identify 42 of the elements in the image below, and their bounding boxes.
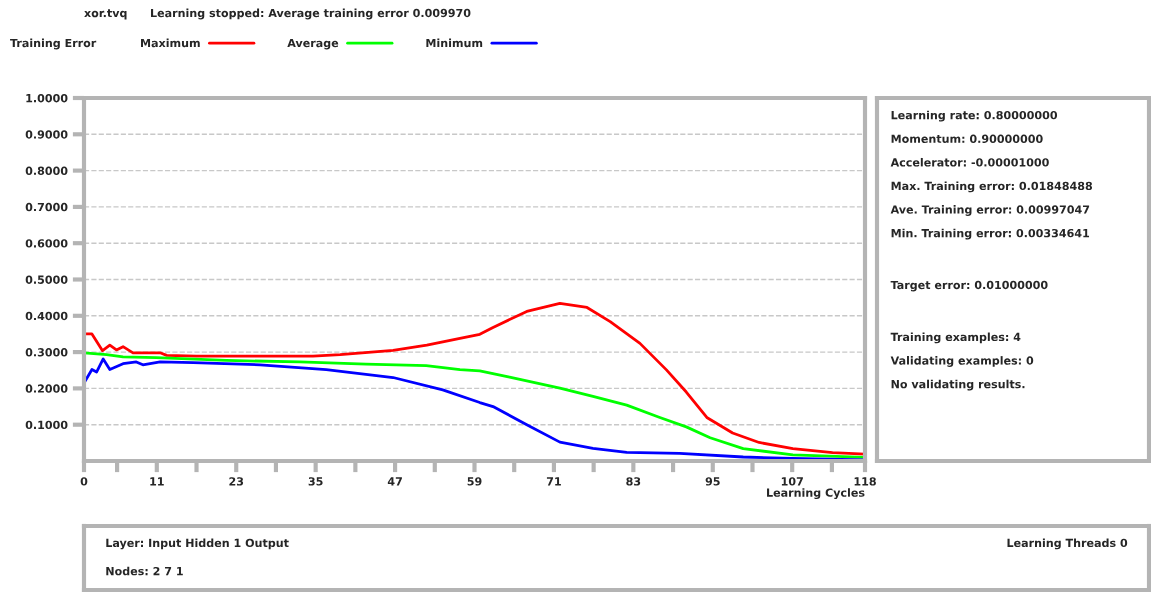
text: Learning rate: 0.80000000 bbox=[891, 110, 1058, 122]
x-tick-label: 11 bbox=[150, 477, 164, 486]
x-tick-label: 83 bbox=[626, 477, 641, 486]
legend-label: Maximum bbox=[141, 38, 200, 48]
y-tick-label: 0.2000 bbox=[25, 384, 68, 393]
text: Min. Training error: 0.00334641 bbox=[891, 228, 1090, 240]
legend-label: Minimum bbox=[426, 38, 483, 48]
x-tick-label: 47 bbox=[387, 477, 402, 486]
x-tick-label: 59 bbox=[467, 477, 482, 486]
y-tick-label: 0.3000 bbox=[25, 348, 68, 357]
text: Target error: 0.01000000 bbox=[890, 280, 1048, 292]
x-axis-title: Learning Cycles bbox=[767, 488, 865, 500]
y-tick-label: 0.4000 bbox=[25, 311, 68, 321]
text: Learning Threads 0 bbox=[1007, 538, 1128, 550]
chart-title: xor.tvq bbox=[84, 9, 127, 20]
y-tick-label: 1.0000 bbox=[26, 93, 68, 103]
text: Ave. Training error: 0.00997047 bbox=[890, 205, 1090, 216]
text: Layer: Input Hidden 1 Output bbox=[106, 538, 289, 550]
x-tick-label: 118 bbox=[854, 477, 876, 486]
legend-label: Average bbox=[287, 38, 339, 50]
chart-subtitle: Learning stopped: Average training error 0.009970 bbox=[151, 8, 471, 20]
legend-title: Training Error bbox=[10, 38, 97, 50]
text: Max. Training error: 0.01848488 bbox=[891, 181, 1093, 193]
x-tick-label: 107 bbox=[781, 477, 803, 486]
text: Accelerator: -0.00001000 bbox=[890, 157, 1049, 167]
line-series bbox=[84, 302, 865, 456]
y-tick-label: 0.6000 bbox=[25, 239, 68, 248]
x-tick-label: 95 bbox=[705, 477, 720, 486]
x-tick-label: 0 bbox=[80, 477, 88, 486]
y-tick-label: 0.8000 bbox=[25, 166, 68, 175]
y-tick-label: 0.7000 bbox=[25, 202, 68, 212]
text: Nodes: 2 7 1 bbox=[106, 566, 183, 576]
text: Validating examples: 0 bbox=[890, 356, 1034, 367]
y-tick-label: 0.9000 bbox=[25, 130, 68, 139]
y-tick-label: 0.5000 bbox=[25, 275, 68, 284]
y-tick-label: 0.1000 bbox=[25, 420, 68, 430]
x-tick-label: 23 bbox=[229, 477, 244, 486]
text: No validating results. bbox=[891, 379, 1025, 391]
x-tick-label: 35 bbox=[308, 477, 323, 486]
x-tick-label: 71 bbox=[546, 477, 561, 486]
text: Momentum: 0.90000000 bbox=[891, 134, 1043, 143]
text: Training examples: 4 bbox=[890, 332, 1021, 344]
